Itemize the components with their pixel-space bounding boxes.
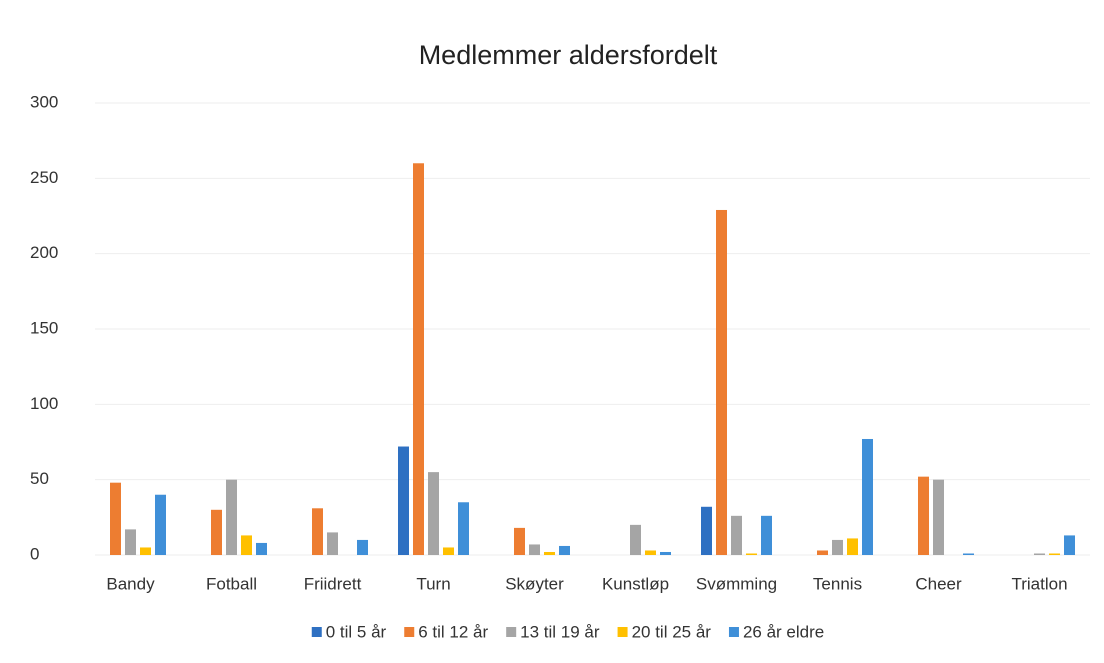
bar bbox=[514, 527, 525, 555]
bar bbox=[140, 547, 151, 555]
bar bbox=[559, 545, 570, 555]
bar bbox=[701, 506, 712, 555]
bar bbox=[110, 482, 121, 555]
bar bbox=[428, 472, 439, 555]
bar bbox=[544, 551, 555, 555]
x-tick-label: Svømming bbox=[696, 574, 777, 593]
bar bbox=[327, 532, 338, 555]
legend-swatch bbox=[617, 627, 628, 637]
legend-label: 0 til 5 år bbox=[326, 622, 387, 641]
bar bbox=[660, 551, 671, 555]
legend-label: 20 til 25 år bbox=[632, 622, 712, 641]
bar bbox=[458, 502, 469, 555]
bar bbox=[630, 524, 641, 555]
bar bbox=[645, 550, 656, 555]
bar bbox=[933, 479, 944, 555]
x-tick-label: Cheer bbox=[915, 574, 962, 593]
bar bbox=[832, 539, 843, 555]
bar bbox=[241, 535, 252, 555]
y-tick-label: 100 bbox=[30, 394, 58, 413]
bar bbox=[226, 479, 237, 555]
bar bbox=[125, 529, 136, 555]
y-tick-label: 300 bbox=[30, 92, 58, 111]
bar bbox=[1034, 553, 1045, 555]
y-tick-label: 150 bbox=[30, 318, 58, 337]
bar bbox=[529, 544, 540, 555]
bar bbox=[1064, 535, 1075, 555]
legend-label: 13 til 19 år bbox=[520, 622, 600, 641]
bar bbox=[963, 553, 974, 555]
bar bbox=[155, 494, 166, 555]
chart-title: Medlemmer aldersfordelt bbox=[419, 40, 718, 70]
bar bbox=[761, 515, 772, 555]
bar bbox=[312, 508, 323, 555]
x-tick-label: Bandy bbox=[106, 574, 155, 593]
legend-swatch bbox=[506, 627, 517, 637]
x-tick-label: Triatlon bbox=[1011, 574, 1067, 593]
bar bbox=[357, 539, 368, 555]
bar bbox=[716, 209, 727, 555]
y-tick-label: 0 bbox=[30, 544, 39, 563]
bar bbox=[746, 553, 757, 555]
legend-label: 26 år eldre bbox=[743, 622, 824, 641]
x-tick-label: Friidrett bbox=[304, 574, 362, 593]
legend-swatch bbox=[728, 627, 739, 637]
bar bbox=[211, 509, 222, 555]
bar bbox=[817, 550, 828, 555]
x-tick-label: Fotball bbox=[206, 574, 257, 593]
bar bbox=[256, 542, 267, 555]
x-tick-label: Skøyter bbox=[505, 574, 564, 593]
bar bbox=[918, 476, 929, 555]
y-tick-label: 250 bbox=[30, 168, 58, 187]
bar bbox=[847, 538, 858, 555]
y-tick-label: 200 bbox=[30, 243, 58, 262]
bar bbox=[862, 438, 873, 555]
bar bbox=[413, 163, 424, 555]
x-tick-label: Kunstløp bbox=[602, 574, 669, 593]
bar bbox=[731, 515, 742, 555]
bar bbox=[1049, 553, 1060, 555]
bar bbox=[443, 547, 454, 555]
x-tick-label: Tennis bbox=[813, 574, 862, 593]
y-tick-label: 50 bbox=[30, 469, 49, 488]
legend-label: 6 til 12 år bbox=[418, 622, 488, 641]
bar bbox=[398, 446, 409, 555]
x-tick-label: Turn bbox=[416, 574, 450, 593]
legend-swatch bbox=[311, 627, 322, 637]
legend-swatch bbox=[404, 627, 415, 637]
